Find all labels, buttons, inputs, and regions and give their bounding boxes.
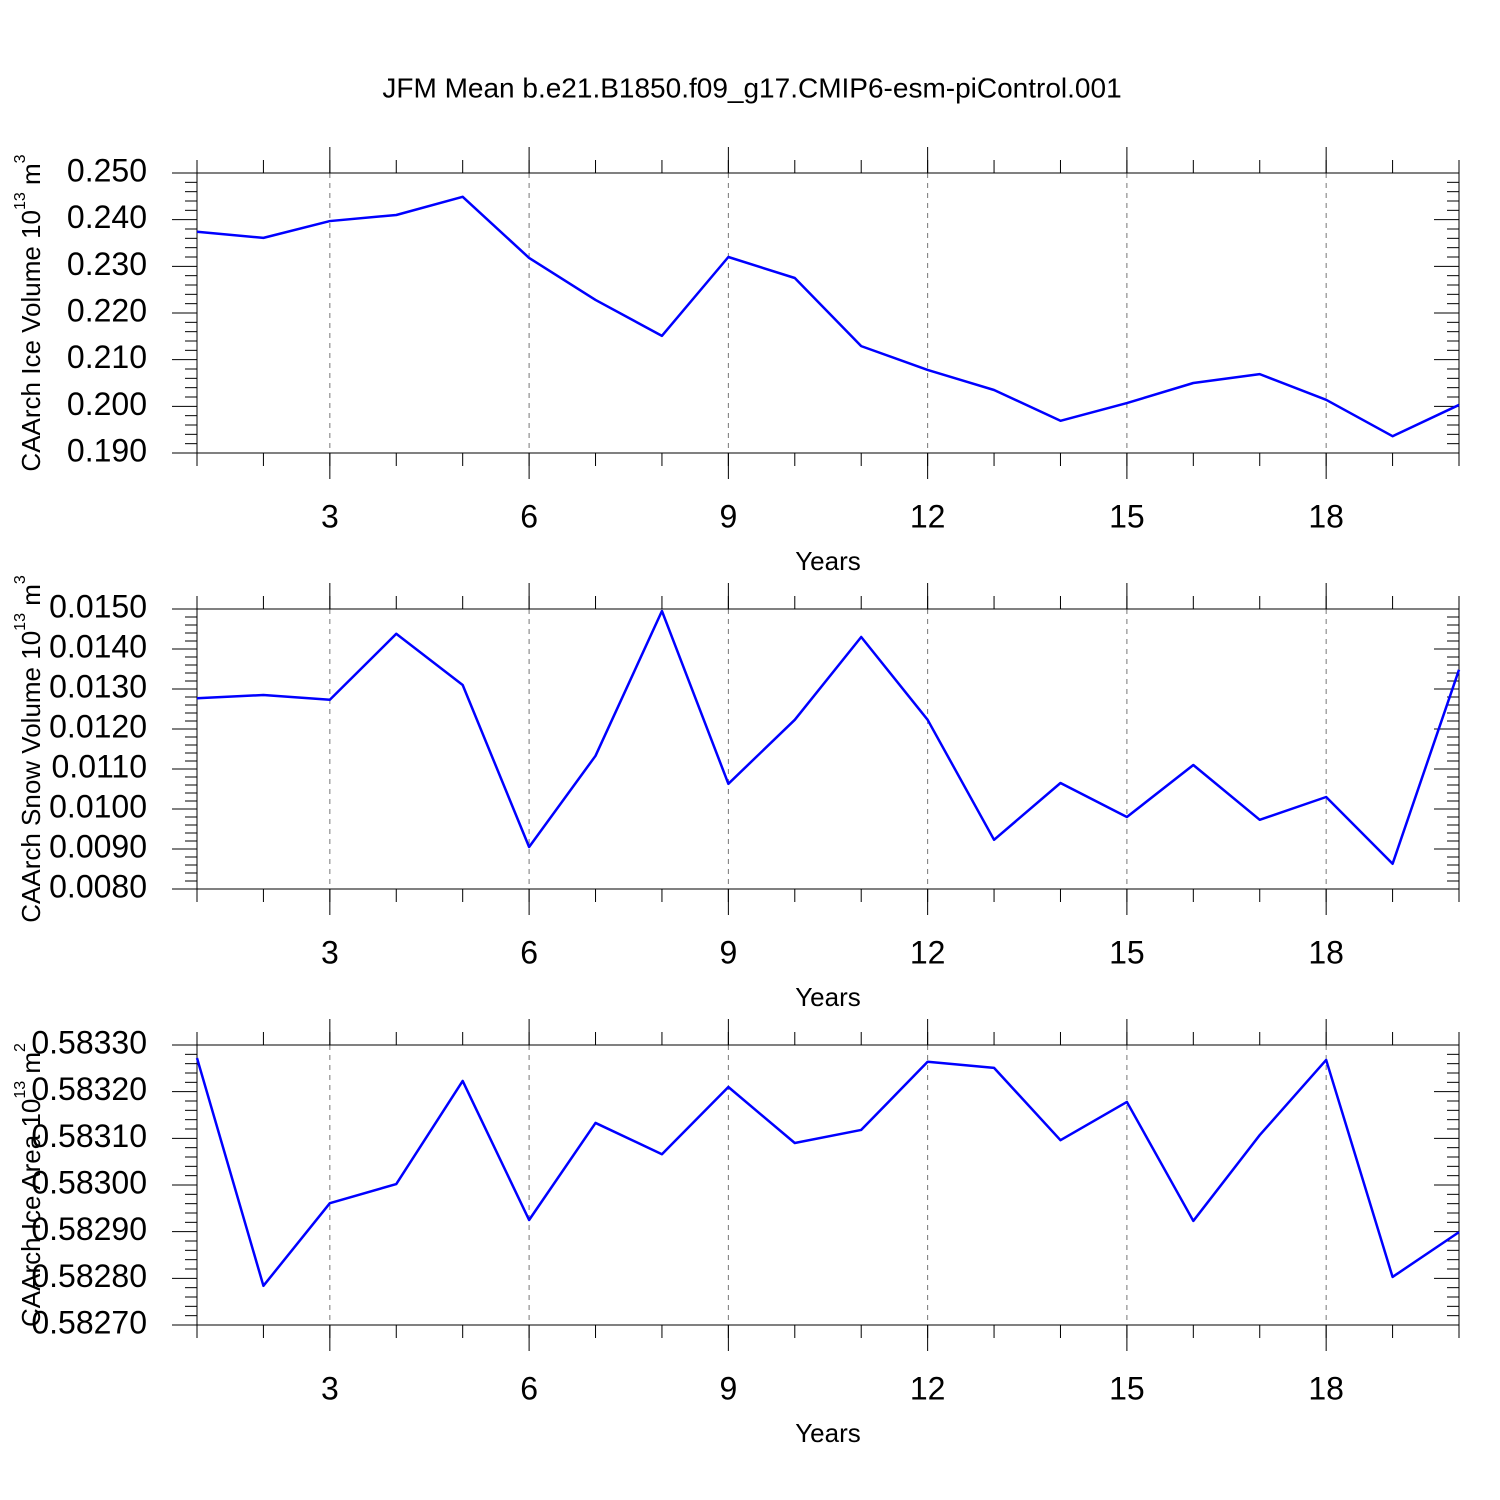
y-axis-label-unit: m bbox=[16, 584, 46, 613]
y-axis-label-unit: m bbox=[16, 1052, 46, 1081]
figure-title: JFM Mean b.e21.B1850.f09_g17.CMIP6-esm-p… bbox=[382, 72, 1121, 103]
x-axis-label: Years bbox=[795, 982, 861, 1012]
x-tick-label: 12 bbox=[910, 934, 946, 970]
y-tick-label: 0.58300 bbox=[31, 1164, 147, 1200]
y-tick-label: 0.58290 bbox=[31, 1211, 147, 1247]
plot-frame bbox=[196, 1044, 1460, 1326]
y-axis-label-unit-exp: 3 bbox=[12, 154, 29, 163]
x-tick-label: 18 bbox=[1308, 934, 1344, 970]
y-tick-label: 0.0130 bbox=[49, 668, 147, 704]
x-tick-label: 18 bbox=[1308, 498, 1344, 534]
data-line bbox=[196, 609, 1461, 866]
y-tick-label: 0.0080 bbox=[49, 868, 147, 904]
y-tick-label: 0.220 bbox=[67, 292, 147, 328]
y-tick-label: 0.190 bbox=[67, 432, 147, 468]
y-axis-label-unit: m bbox=[16, 163, 46, 192]
y-axis-label-text: CAArch Snow Volume 10 bbox=[16, 631, 46, 923]
x-axis-label: Years bbox=[795, 1418, 861, 1448]
y-axis-label-text: CAArch Ice Volume 10 bbox=[16, 210, 46, 472]
y-tick-label: 0.250 bbox=[67, 152, 147, 188]
y-axis-label-exp: 13 bbox=[12, 1081, 29, 1099]
y-tick-label: 0.210 bbox=[67, 339, 147, 375]
x-tick-label: 3 bbox=[321, 934, 339, 970]
y-tick-label: 0.0100 bbox=[49, 788, 147, 824]
x-tick-label: 6 bbox=[520, 498, 538, 534]
y-tick-label: 0.200 bbox=[67, 386, 147, 422]
x-tick-label: 6 bbox=[520, 934, 538, 970]
x-tick-label: 9 bbox=[719, 1370, 737, 1406]
x-tick-label: 9 bbox=[719, 498, 737, 534]
y-tick-label: 0.240 bbox=[67, 199, 147, 235]
plot-frame bbox=[196, 608, 1460, 890]
y-tick-label: 0.58320 bbox=[31, 1071, 147, 1107]
y-tick-label: 0.0090 bbox=[49, 828, 147, 864]
y-axis-label-exp: 13 bbox=[12, 192, 29, 210]
y-axis-label: CAArch Ice Volume 1013 m3 bbox=[12, 154, 46, 471]
x-tick-label: 6 bbox=[520, 1370, 538, 1406]
y-axis-label-unit-exp: 2 bbox=[12, 1043, 29, 1052]
y-tick-label: 0.58270 bbox=[31, 1304, 147, 1340]
y-tick-label: 0.0150 bbox=[49, 588, 147, 624]
x-tick-label: 12 bbox=[910, 498, 946, 534]
y-tick-label: 0.0110 bbox=[52, 748, 148, 784]
y-tick-label: 0.0120 bbox=[49, 708, 147, 744]
x-tick-label: 15 bbox=[1109, 1370, 1145, 1406]
x-tick-label: 15 bbox=[1109, 498, 1145, 534]
y-tick-label: 0.58330 bbox=[31, 1024, 147, 1060]
y-tick-label: 0.230 bbox=[67, 246, 147, 282]
data-line bbox=[196, 195, 1460, 438]
plot-frame bbox=[196, 172, 1460, 454]
y-axis-label: CAArch Snow Volume 1013 m3 bbox=[12, 575, 46, 923]
y-axis-label-unit-exp: 3 bbox=[12, 575, 29, 584]
x-tick-label: 3 bbox=[321, 498, 339, 534]
x-tick-label: 18 bbox=[1308, 1370, 1344, 1406]
y-tick-label: 0.58280 bbox=[31, 1258, 147, 1294]
x-tick-label: 12 bbox=[910, 1370, 946, 1406]
y-tick-label: 0.58310 bbox=[31, 1118, 147, 1154]
x-axis-label: Years bbox=[795, 546, 861, 576]
x-tick-label: 3 bbox=[321, 1370, 339, 1406]
data-line bbox=[195, 1057, 1460, 1288]
y-tick-label: 0.0140 bbox=[49, 628, 147, 664]
y-axis-label: CAArch Ice Area 1013 m2 bbox=[12, 1043, 46, 1327]
x-tick-label: 9 bbox=[719, 934, 737, 970]
y-axis-label-exp: 13 bbox=[12, 613, 29, 631]
y-axis-label-text: CAArch Ice Area 10 bbox=[16, 1099, 46, 1327]
x-tick-label: 15 bbox=[1109, 934, 1145, 970]
